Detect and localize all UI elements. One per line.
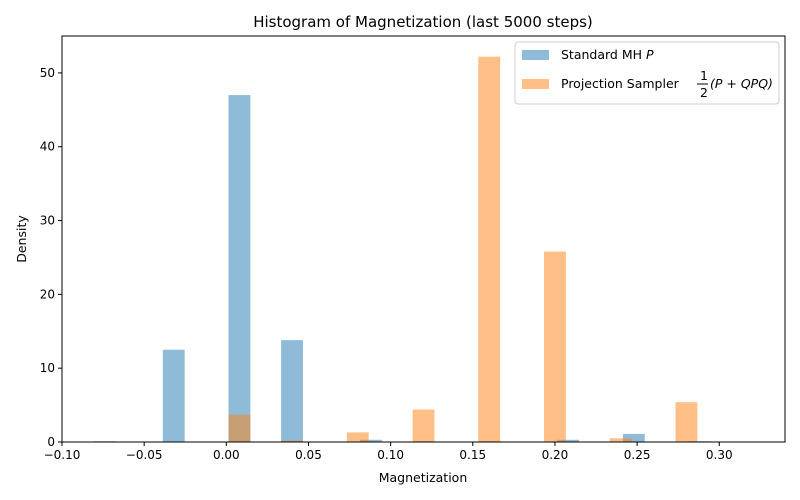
legend-swatch-standard <box>522 50 549 60</box>
bar-series0-3 <box>281 340 303 442</box>
bar-series0-2 <box>228 95 251 443</box>
legend-label-projection: Projection Sampler <box>561 76 680 91</box>
y-tick-label: 30 <box>40 214 55 228</box>
legend: Standard MH P Projection Sampler 1 2 (P … <box>514 41 780 105</box>
bars-group <box>93 56 711 443</box>
x-tick-label: −0.10 <box>44 448 81 462</box>
bar-series1-6 <box>609 438 632 442</box>
y-tick-label: 20 <box>40 287 55 301</box>
legend-box <box>514 41 780 105</box>
bar-series0-7 <box>557 439 580 442</box>
bar-series0-8 <box>622 433 645 442</box>
plot-frame <box>61 35 786 443</box>
bar-series1-1 <box>281 440 303 442</box>
x-tick-label: −0.05 <box>126 448 163 462</box>
y-tick-label: 10 <box>40 361 55 375</box>
bar-series1-4 <box>478 56 501 442</box>
legend-label-standard: Standard MH P <box>561 47 654 62</box>
bar-series1-7 <box>675 402 698 442</box>
bar-series1-5 <box>544 251 566 442</box>
legend-fraction-numerator: 1 <box>700 68 708 83</box>
y-axis-label: Density <box>14 215 29 263</box>
bar-series1-2 <box>346 432 369 442</box>
x-tick-label: 0.05 <box>295 448 322 462</box>
x-tick-label: 0.20 <box>542 448 569 462</box>
bar-series0-4 <box>359 439 382 442</box>
chart-title: Histogram of Magnetization (last 5000 st… <box>253 13 593 31</box>
y-tick-label: 0 <box>47 435 55 449</box>
x-axis-ticks: −0.10 −0.05 0.00 0.05 0.10 0.15 0.20 0.25 0.30 <box>44 442 733 462</box>
bar-series1-0 <box>228 414 251 442</box>
legend-swatch-projection <box>522 79 549 89</box>
bar-series1-3 <box>412 409 435 442</box>
x-tick-label: 0.15 <box>459 448 486 462</box>
y-axis-ticks: 0 10 20 30 40 50 <box>40 66 62 449</box>
y-tick-label: 50 <box>40 66 55 80</box>
bar-series0-1 <box>162 349 185 442</box>
x-tick-label: 0.25 <box>624 448 651 462</box>
x-tick-label: 0.10 <box>377 448 404 462</box>
x-tick-label: 0.30 <box>706 448 733 462</box>
legend-fraction-denominator: 2 <box>700 85 708 100</box>
x-tick-label: 0.00 <box>213 448 240 462</box>
y-tick-label: 40 <box>40 140 55 154</box>
x-axis-label: Magnetization <box>379 470 468 485</box>
legend-math-tail: (P + QPQ) <box>710 76 773 91</box>
